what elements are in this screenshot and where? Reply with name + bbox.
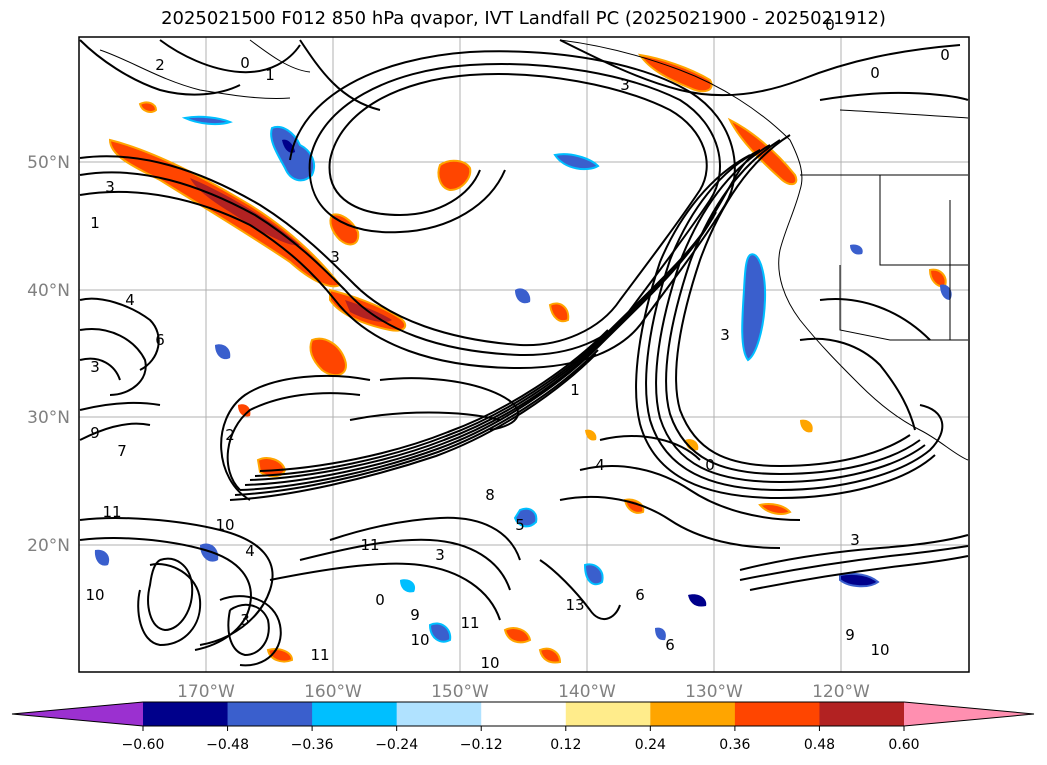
contour-label: 13 (565, 596, 584, 614)
contour-label: 1 (90, 214, 100, 232)
qvapor-negative-patches (94, 115, 952, 643)
colorbar-tick-label: −0.36 (291, 737, 334, 753)
map-title: 2025021500 F012 850 hPa qvapor, IVT Land… (161, 8, 886, 29)
longitude-labels: 170°W 160°W 150°W 140°W 130°W 120°W (177, 682, 870, 702)
contour-label: 0 (705, 456, 715, 474)
contour-label: 0 (240, 54, 250, 72)
contour-label: 9 (845, 626, 855, 644)
colorbar-band (396, 702, 482, 726)
latitude-labels: 50°N 40°N 30°N 20°N (27, 153, 70, 556)
colorbar-tick-label: −0.24 (375, 737, 418, 753)
contour-label: 4 (245, 542, 255, 560)
contour-label: 3 (330, 248, 340, 266)
contour-label: 6 (635, 586, 645, 604)
contour-label: 10 (870, 641, 889, 659)
contour-label: 10 (480, 654, 499, 672)
lon-label-170w: 170°W (177, 682, 235, 702)
contour-label: 9 (410, 606, 420, 624)
contour-label: 1 (570, 381, 580, 399)
contour-label: 3 (620, 76, 630, 94)
colorbar-band (734, 702, 820, 726)
colorbar-tick-label: 0.12 (550, 737, 581, 753)
colorbar-tick-label: −0.48 (206, 737, 249, 753)
colorbar-tick-label: −0.12 (460, 737, 503, 753)
contour-label: 8 (485, 486, 495, 504)
contour-label: 0 (375, 591, 385, 609)
lat-label-50n: 50°N (27, 153, 70, 173)
lat-label-40n: 40°N (27, 281, 70, 301)
contour-label: 3 (105, 178, 115, 196)
contour-label: 7 (117, 442, 127, 460)
contour-label: 10 (85, 586, 104, 604)
colorbar-band (227, 702, 313, 726)
contour-labels: 2 01 0300314363971011104301238111091011136… (85, 16, 949, 672)
ivt-contours (79, 39, 969, 667)
colorbar-tick-label: −0.60 (122, 737, 165, 753)
lon-label-120w: 120°W (812, 682, 870, 702)
contour-label: 3 (90, 358, 100, 376)
contour-label: 1 (265, 66, 275, 84)
map-frame (78, 36, 970, 673)
contour-label: 3 (720, 326, 730, 344)
colorbar-tick-label: 0.48 (804, 737, 835, 753)
colorbar: −0.60 −0.48 −0.36 −0.24 −0.12 0.12 0.24 0.36 0.4… (11, 701, 1035, 753)
contour-label: 11 (460, 614, 479, 632)
contour-label: 4 (595, 456, 605, 474)
contour-label: 3 (850, 531, 860, 549)
contour-label: 0 (870, 64, 880, 82)
coastlines (99, 39, 969, 461)
contour-label: 5 (515, 516, 525, 534)
contour-label: 9 (90, 424, 100, 442)
lon-label-150w: 150°W (431, 682, 489, 702)
contour-label: 0 (825, 16, 835, 34)
contour-label: 6 (155, 331, 165, 349)
colorbar-over-extension (904, 702, 1034, 726)
colorbar-tick-label: 0.36 (719, 737, 750, 753)
contour-label: 11 (360, 536, 379, 554)
contour-label: 6 (665, 636, 675, 654)
contour-label: 4 (125, 291, 135, 309)
colorbar-band (565, 702, 651, 726)
colorbar-band (650, 702, 736, 726)
contour-label: 10 (215, 516, 234, 534)
lon-label-130w: 130°W (685, 682, 743, 702)
contour-label: 2 (225, 426, 235, 444)
colorbar-band (143, 702, 229, 726)
colorbar-band (481, 702, 567, 726)
lat-label-30n: 30°N (27, 408, 70, 428)
lon-label-160w: 160°W (304, 682, 362, 702)
contour-label: 0 (940, 46, 950, 64)
colorbar-band (819, 702, 905, 726)
contour-label: 3 (240, 611, 250, 629)
lat-label-20n: 20°N (27, 536, 70, 556)
lon-label-140w: 140°W (558, 682, 616, 702)
colorbar-tick-label: 0.24 (635, 737, 666, 753)
contour-label: 3 (435, 546, 445, 564)
contour-label: 10 (410, 631, 429, 649)
contour-label: 11 (102, 503, 121, 521)
colorbar-band (312, 702, 398, 726)
colorbar-tick-label: 0.60 (888, 737, 919, 753)
colorbar-under-extension (12, 702, 143, 726)
contour-label: 2 (155, 56, 165, 74)
contour-label: 11 (310, 646, 329, 664)
